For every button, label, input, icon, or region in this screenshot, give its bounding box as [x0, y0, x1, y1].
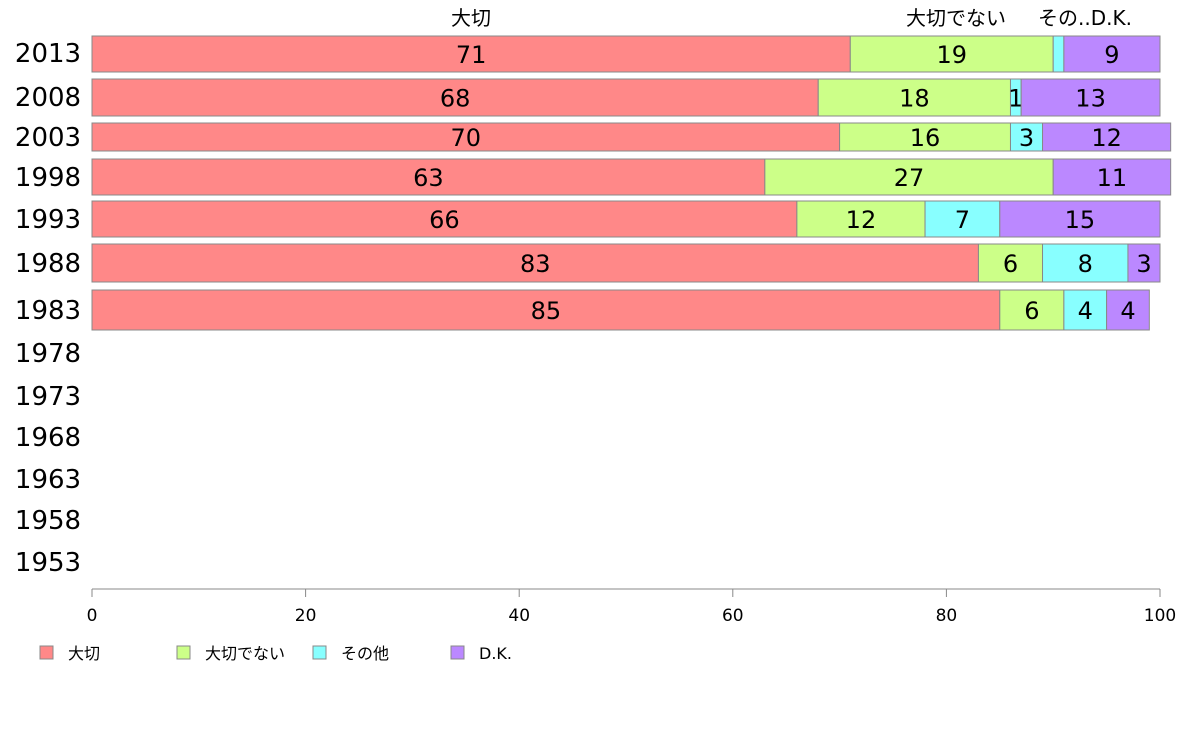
x-tick-label: 100 [1144, 606, 1176, 626]
legend-label: 大切でない [205, 644, 285, 663]
bar-value-label: 12 [846, 206, 877, 234]
bar-value-label: 68 [440, 85, 471, 113]
bar-value-label: 4 [1078, 297, 1093, 325]
bar-value-label: 6 [1003, 250, 1018, 278]
bar-segment [977, 243, 1044, 283]
bar-value-label: 63 [413, 164, 444, 192]
year-axis-labels: 2013 2008 2003 1998 1993 1988 1983 1978 1973 1968… [15, 39, 81, 578]
bar-segment [999, 200, 1161, 238]
bar-segment [91, 35, 851, 73]
bar-value-label: 19 [936, 41, 967, 69]
year-label: 1963 [15, 465, 81, 495]
bar-value-label: 12 [1091, 124, 1122, 152]
bar-segment [91, 289, 1001, 331]
bar-segment [91, 158, 766, 196]
x-tick-label: 60 [722, 606, 744, 626]
bar-segment [1052, 158, 1172, 196]
year-label: 2008 [15, 83, 81, 113]
legend-swatch [450, 645, 465, 660]
bar-value-label: 8 [1078, 250, 1093, 278]
bar-value-label: 3 [1019, 124, 1034, 152]
year-label: 1998 [15, 163, 81, 193]
year-label: 1983 [15, 296, 81, 326]
bar-value-label: 7 [955, 206, 970, 234]
x-axis: 0 20 40 60 80 100 [87, 588, 1176, 626]
bar-segment [764, 158, 1054, 196]
bar-segment [1063, 289, 1108, 331]
legend-swatch [312, 645, 327, 660]
bar-segment [1042, 243, 1129, 283]
legend-swatch [176, 645, 191, 660]
year-label: 1953 [15, 548, 81, 578]
bar-value-label: 6 [1024, 297, 1039, 325]
year-label: 1988 [15, 249, 81, 279]
bar-value-label: 16 [910, 124, 941, 152]
bar-value-label: 70 [451, 124, 482, 152]
bar-segment [796, 200, 926, 238]
year-label: 1978 [15, 339, 81, 369]
column-header-label: 大切でない [906, 6, 1006, 30]
bar-value-label: 83 [520, 250, 551, 278]
bar-value-label: 15 [1065, 206, 1096, 234]
bar-segment [839, 122, 1011, 152]
x-tick-label: 40 [508, 606, 530, 626]
bar-value-label: 18 [899, 85, 930, 113]
bar-segment [1020, 78, 1161, 117]
year-label: 1968 [15, 423, 81, 453]
bar-segment [1042, 122, 1172, 152]
bar-value-label: 3 [1136, 250, 1151, 278]
year-label: 2013 [15, 39, 81, 69]
bar-segment [817, 78, 1011, 117]
year-label: 2003 [15, 123, 81, 153]
bar-segment [91, 243, 979, 283]
bar-segment [924, 200, 1001, 238]
x-tick-label: 0 [87, 606, 98, 626]
x-tick-label: 80 [936, 606, 958, 626]
bar-value-label: 27 [894, 164, 925, 192]
legend-label: 大切 [68, 644, 100, 663]
x-tick-label: 20 [295, 606, 317, 626]
bar-value-label: 71 [456, 41, 487, 69]
year-label: 1993 [15, 205, 81, 235]
legend-swatch [39, 645, 54, 660]
bar-value-label: 1 [1008, 85, 1023, 113]
bar-segment [91, 78, 819, 117]
legend-label: その他 [341, 644, 389, 663]
column-header-label: その..D.K. [1038, 6, 1132, 30]
year-label: 1958 [15, 506, 81, 536]
bar-segment [91, 200, 798, 238]
legend-label: D.K. [479, 644, 512, 663]
bar-value-label: 11 [1097, 164, 1128, 192]
bar-value-label: 9 [1104, 41, 1119, 69]
bar-segment [1127, 243, 1161, 283]
bar-value-label: 4 [1120, 297, 1135, 325]
column-header-labels: 大切 大切でない その..D.K. [451, 6, 1132, 30]
bar-value-label: 66 [429, 206, 460, 234]
bar-segment [1009, 122, 1044, 152]
bar-segment [91, 122, 841, 152]
year-label: 1973 [15, 382, 81, 412]
bar-value-label: 85 [531, 297, 562, 325]
bar-segment [1106, 289, 1150, 331]
legend: 大切 大切でない その他 D.K. [39, 644, 512, 663]
column-header-label: 大切 [451, 6, 491, 30]
bar-segment [849, 35, 1054, 73]
bar-segment [999, 289, 1065, 331]
bar-value-label: 13 [1075, 85, 1106, 113]
bar-segment [1052, 35, 1065, 73]
bar-segment [1063, 35, 1161, 73]
